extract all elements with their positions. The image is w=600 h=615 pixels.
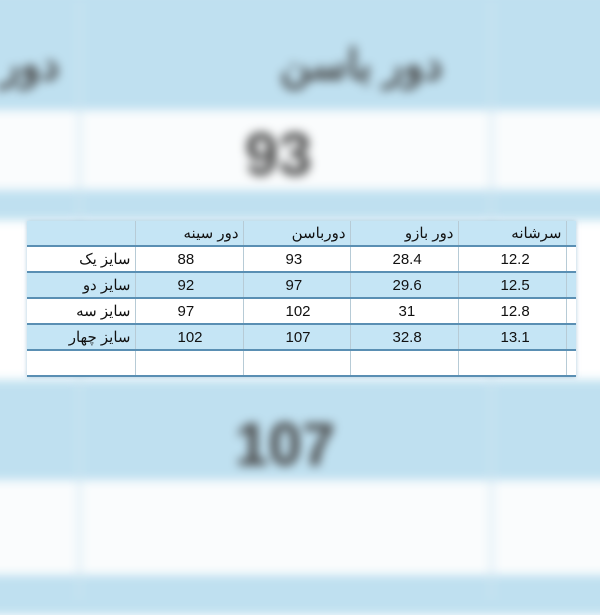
cell: 102 (135, 324, 244, 351)
cell: 12.2 (458, 246, 567, 273)
cell: 97 (243, 272, 351, 299)
cell: 93 (243, 246, 351, 273)
cell: 92 (135, 272, 244, 299)
bg-value-bottom: 107 (235, 411, 336, 478)
table-row: سایز یک 88 93 28.4 12.2 (27, 246, 576, 273)
row-label: سایز چهار (27, 324, 136, 351)
bg-header-center: دور باسن (280, 41, 443, 88)
cell: 97 (135, 298, 244, 325)
cell: 88 (135, 246, 244, 273)
empty-cell (566, 324, 576, 351)
header-cell (27, 221, 136, 247)
cell: 13.1 (458, 324, 567, 351)
cell: 107 (243, 324, 351, 351)
cell: 12.8 (458, 298, 567, 325)
cell: 31 (350, 298, 459, 325)
table-row: سایز چهار 102 107 32.8 13.1 (27, 324, 576, 351)
cell: 32.8 (350, 324, 459, 351)
empty-row (27, 350, 576, 377)
cell: 29.6 (350, 272, 459, 299)
header-shoulder: سرشانه (458, 221, 567, 247)
cell: 102 (243, 298, 351, 325)
cell: 28.4 (350, 246, 459, 273)
size-table: دور سینه دورباسن دور بازو سرشانه سایز یک… (27, 221, 576, 377)
header-row: دور سینه دورباسن دور بازو سرشانه (27, 221, 576, 247)
empty-cell (566, 246, 576, 273)
row-label: سایز سه (27, 298, 136, 325)
bg-header-left: دور (0, 41, 60, 88)
header-arm: دور بازو (350, 221, 459, 247)
table-row: سایز دو 92 97 29.6 12.5 (27, 272, 576, 299)
row-label: سایز یک (27, 246, 136, 273)
empty-cell (566, 272, 576, 299)
empty-cell (566, 221, 576, 247)
header-hip: دورباسن (243, 221, 351, 247)
cell: 12.5 (458, 272, 567, 299)
row-label: سایز دو (27, 272, 136, 299)
bg-value-top: 93 (245, 121, 312, 188)
header-chest: دور سینه (135, 221, 244, 247)
empty-cell (566, 298, 576, 325)
table-row: سایز سه 97 102 31 12.8 (27, 298, 576, 325)
